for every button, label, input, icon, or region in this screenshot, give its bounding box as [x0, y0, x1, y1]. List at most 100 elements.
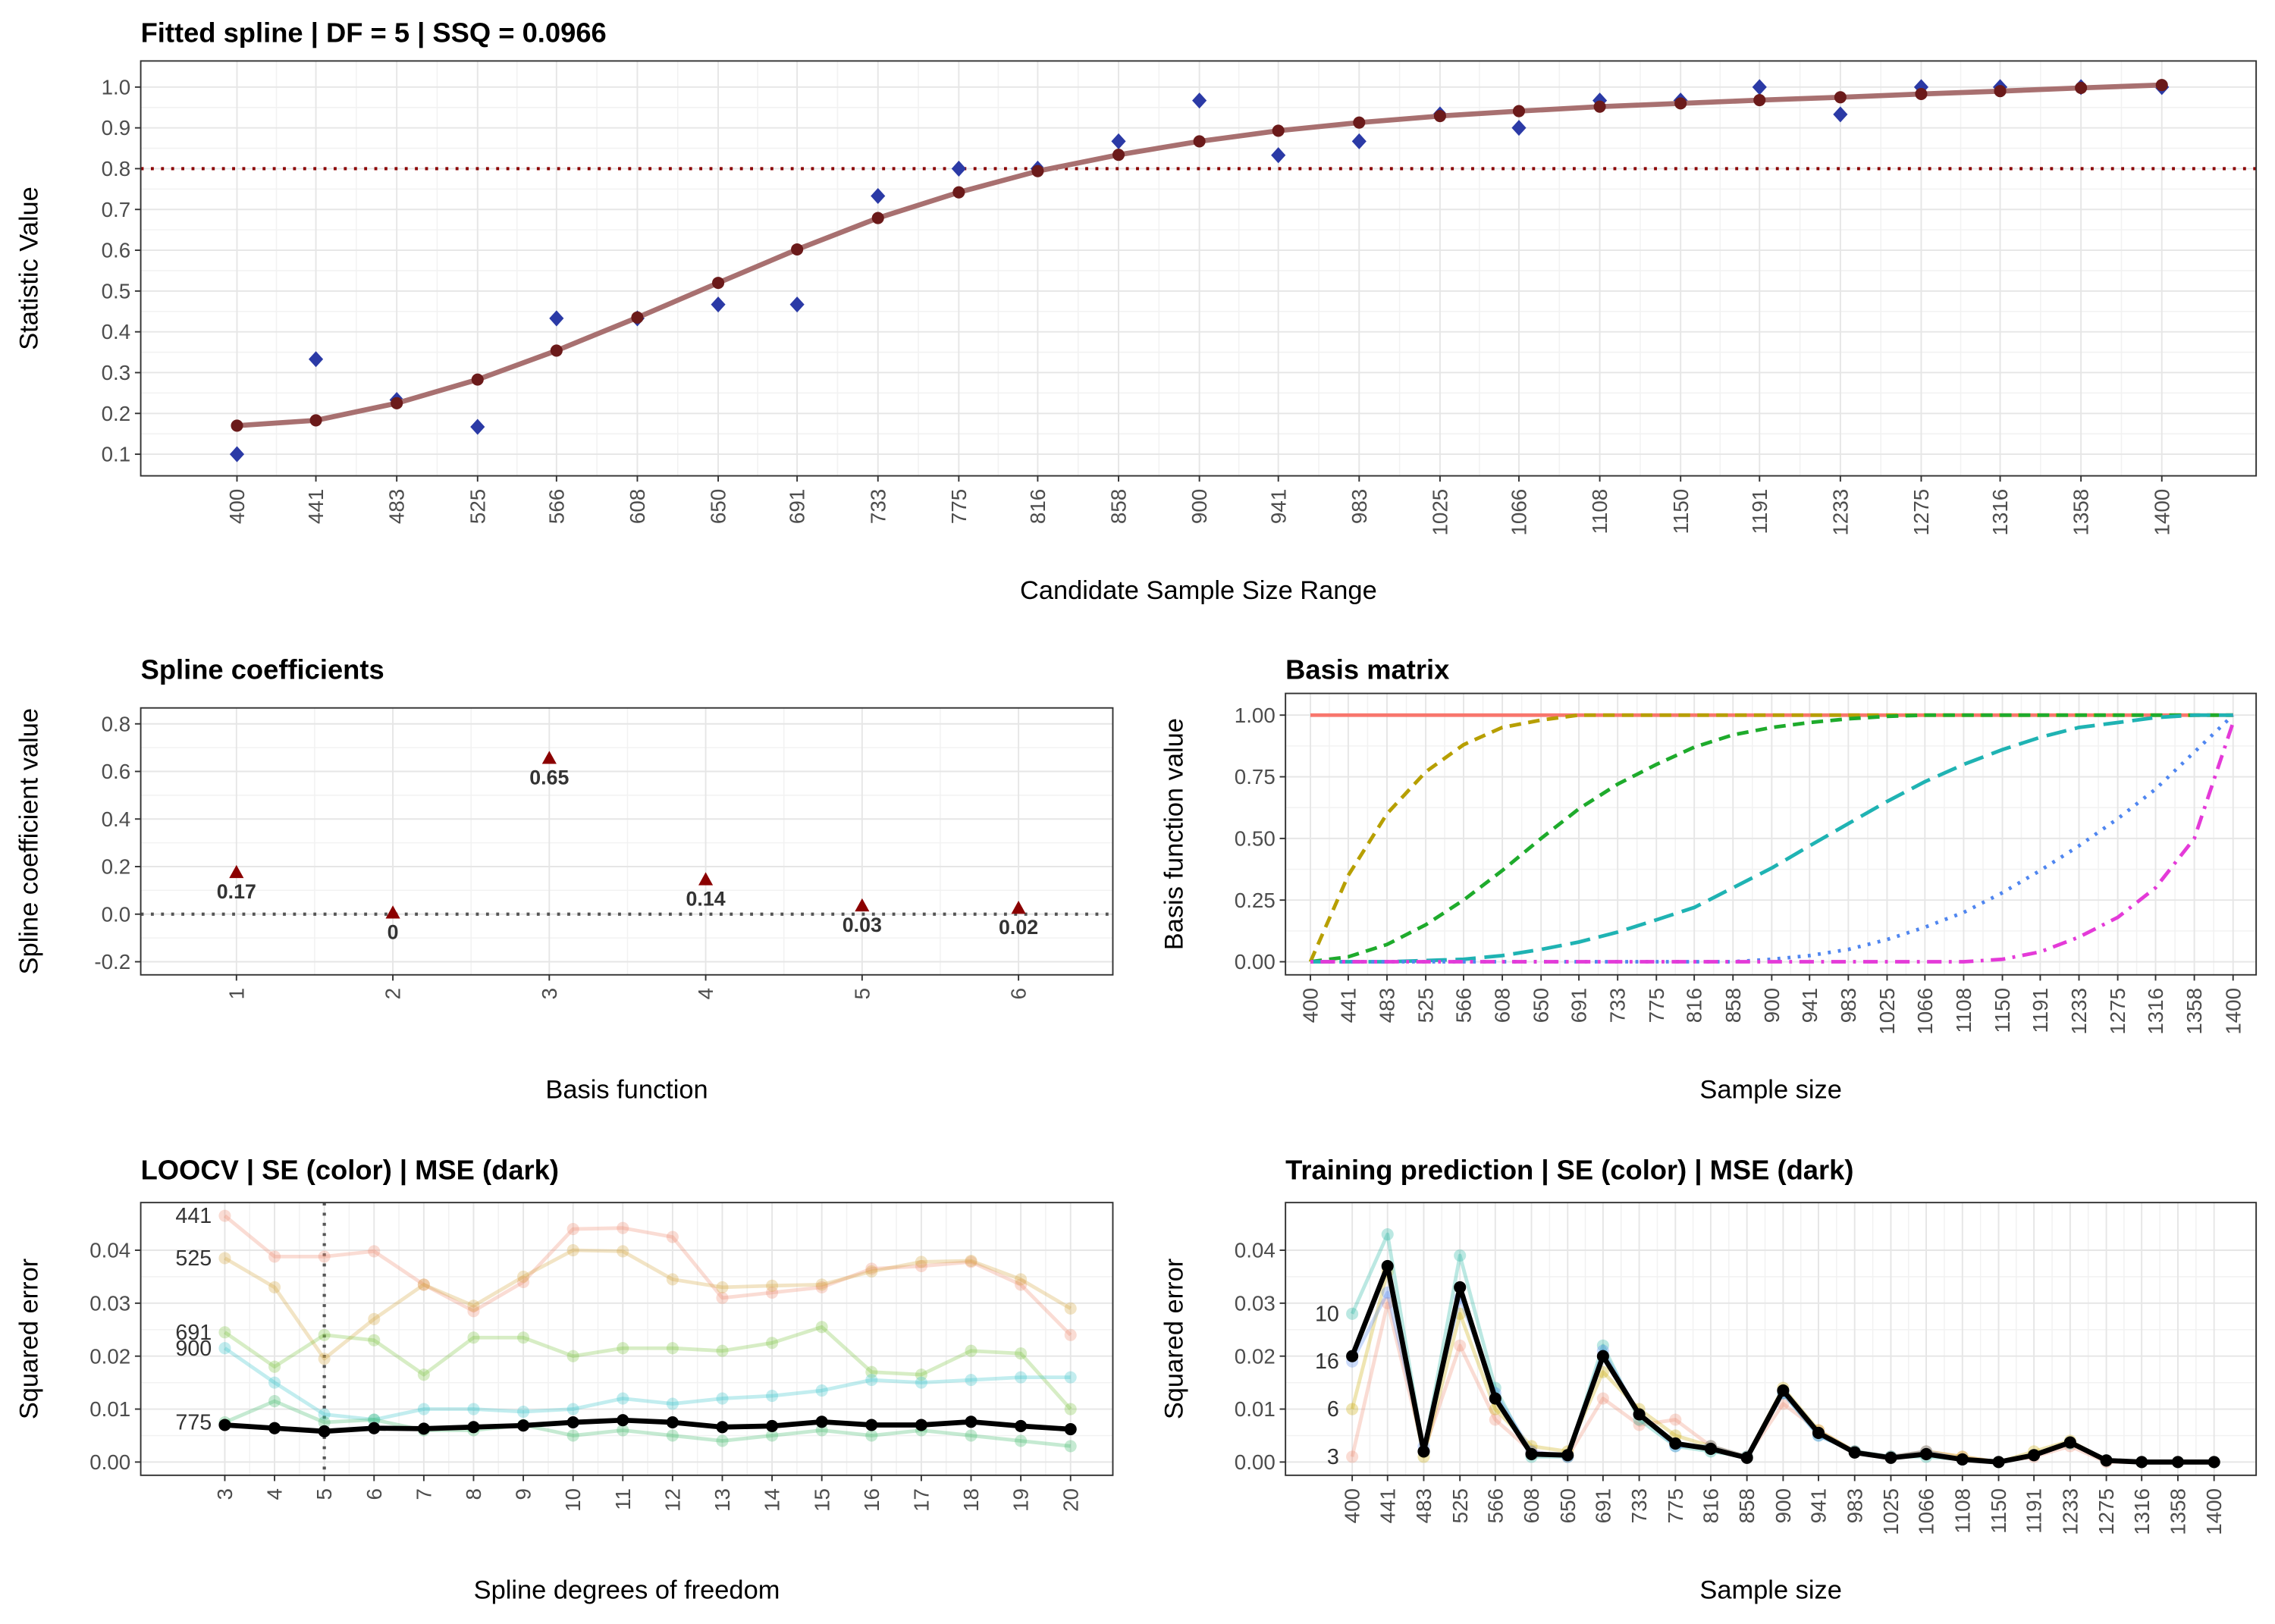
- point: [1915, 87, 1928, 101]
- series-line: [1310, 722, 2235, 964]
- point: [566, 1223, 579, 1236]
- x-tick-label: 1316: [2144, 988, 2167, 1035]
- point: [309, 414, 322, 427]
- point: [268, 1281, 281, 1293]
- x-tick-label: 775: [1664, 1488, 1687, 1523]
- x-tick-label: 691: [786, 489, 809, 524]
- point: [218, 1209, 231, 1222]
- point: [915, 1376, 927, 1389]
- series-line: [224, 1417, 1071, 1434]
- point: [1920, 1447, 1933, 1460]
- y-axis-title: Spline coefficient value: [15, 708, 44, 974]
- point: [2028, 1449, 2041, 1462]
- point: [766, 1286, 779, 1299]
- point: [952, 186, 965, 199]
- point: [871, 187, 886, 205]
- point: [368, 1245, 381, 1258]
- x-tick-label: 775: [1645, 988, 1668, 1023]
- x-tick-label: 900: [1188, 489, 1211, 524]
- point: [2100, 1454, 2113, 1467]
- point: [417, 1422, 430, 1435]
- point: [698, 872, 714, 886]
- point: [1112, 149, 1125, 161]
- point: [309, 351, 324, 368]
- series-label: 6: [1327, 1397, 1339, 1422]
- point: [617, 1342, 629, 1355]
- point: [865, 1365, 878, 1378]
- point: [368, 1312, 381, 1325]
- plot-border: [1285, 1202, 2258, 1476]
- x-tick-label: 441: [304, 489, 328, 524]
- x-tick-label: 9: [512, 1488, 535, 1500]
- point: [1417, 1445, 1430, 1458]
- y-tick-label: 0.4: [102, 320, 131, 343]
- point: [1512, 105, 1526, 118]
- y-tick-label: 0.7: [102, 198, 131, 221]
- plot-border: [140, 707, 1114, 976]
- point: [666, 1342, 679, 1355]
- series-label: 441: [175, 1204, 212, 1228]
- x-tick-label: 941: [1807, 1488, 1831, 1523]
- point: [2063, 1436, 2076, 1449]
- x-tick-label: 1066: [1913, 988, 1937, 1035]
- point: [1433, 110, 1446, 123]
- point: [1848, 1446, 1861, 1459]
- x-tick-label: 941: [1266, 489, 1290, 524]
- point: [712, 277, 725, 290]
- point: [1511, 120, 1527, 136]
- x-tick-label: 16: [860, 1488, 883, 1512]
- point: [1596, 1392, 1609, 1405]
- point: [1704, 1442, 1717, 1455]
- point: [1346, 1307, 1359, 1320]
- point: [716, 1291, 729, 1304]
- point: [218, 1342, 231, 1355]
- point: [1015, 1434, 1028, 1447]
- x-axis-title: Sample size: [1699, 1075, 1842, 1104]
- point: [566, 1429, 579, 1442]
- y-axis-title: Squared error: [15, 1259, 44, 1419]
- point: [1994, 85, 2007, 98]
- series-line: [1310, 713, 2233, 964]
- series-label: 16: [1315, 1350, 1339, 1374]
- x-tick-label: 1400: [2150, 489, 2173, 536]
- series-line: [1310, 713, 2233, 964]
- data-label: 0.14: [686, 887, 726, 910]
- x-tick-label: 858: [1721, 988, 1745, 1023]
- x-tick-label: 8: [462, 1488, 485, 1500]
- x-tick-label: 4: [694, 988, 717, 999]
- x-axis-title: Spline degrees of freedom: [474, 1575, 780, 1604]
- point: [1064, 1440, 1077, 1453]
- point: [855, 898, 870, 912]
- point: [218, 1419, 231, 1431]
- panel: 0.1 0.2 0.3 0.4 0.5 0.6 0.7 0.8 0.9 1.0 400 441 483 5…: [15, 17, 2258, 605]
- y-tick-label: 0.75: [1235, 765, 1276, 788]
- series-line: [223, 1214, 1072, 1337]
- x-tick-label: 1275: [1909, 489, 1933, 536]
- point: [318, 1328, 331, 1341]
- series-label: 900: [175, 1337, 212, 1361]
- point: [716, 1392, 729, 1405]
- point: [865, 1265, 878, 1278]
- point: [1669, 1437, 1682, 1450]
- point: [566, 1416, 579, 1429]
- point: [229, 864, 244, 879]
- point: [268, 1250, 281, 1263]
- series-label: 691: [175, 1321, 212, 1345]
- x-tick-label: 900: [1760, 988, 1784, 1023]
- x-tick-label: 1150: [1669, 489, 1693, 535]
- point: [566, 1403, 579, 1416]
- point: [517, 1331, 530, 1344]
- point: [865, 1374, 878, 1387]
- x-tick-label: 733: [866, 489, 890, 524]
- x-tick-label: 5: [312, 1488, 336, 1500]
- point: [1015, 1371, 1028, 1384]
- plot-border: [1285, 692, 2258, 976]
- x-tick-label: 1150: [1987, 1488, 2010, 1534]
- point: [1489, 1392, 1502, 1405]
- point: [865, 1262, 878, 1275]
- y-tick-label: 0.9: [102, 116, 131, 140]
- x-tick-label: 10: [561, 1488, 585, 1512]
- x-tick-label: 650: [1530, 988, 1553, 1023]
- point: [617, 1245, 629, 1258]
- y-tick-label: 0.8: [102, 157, 131, 180]
